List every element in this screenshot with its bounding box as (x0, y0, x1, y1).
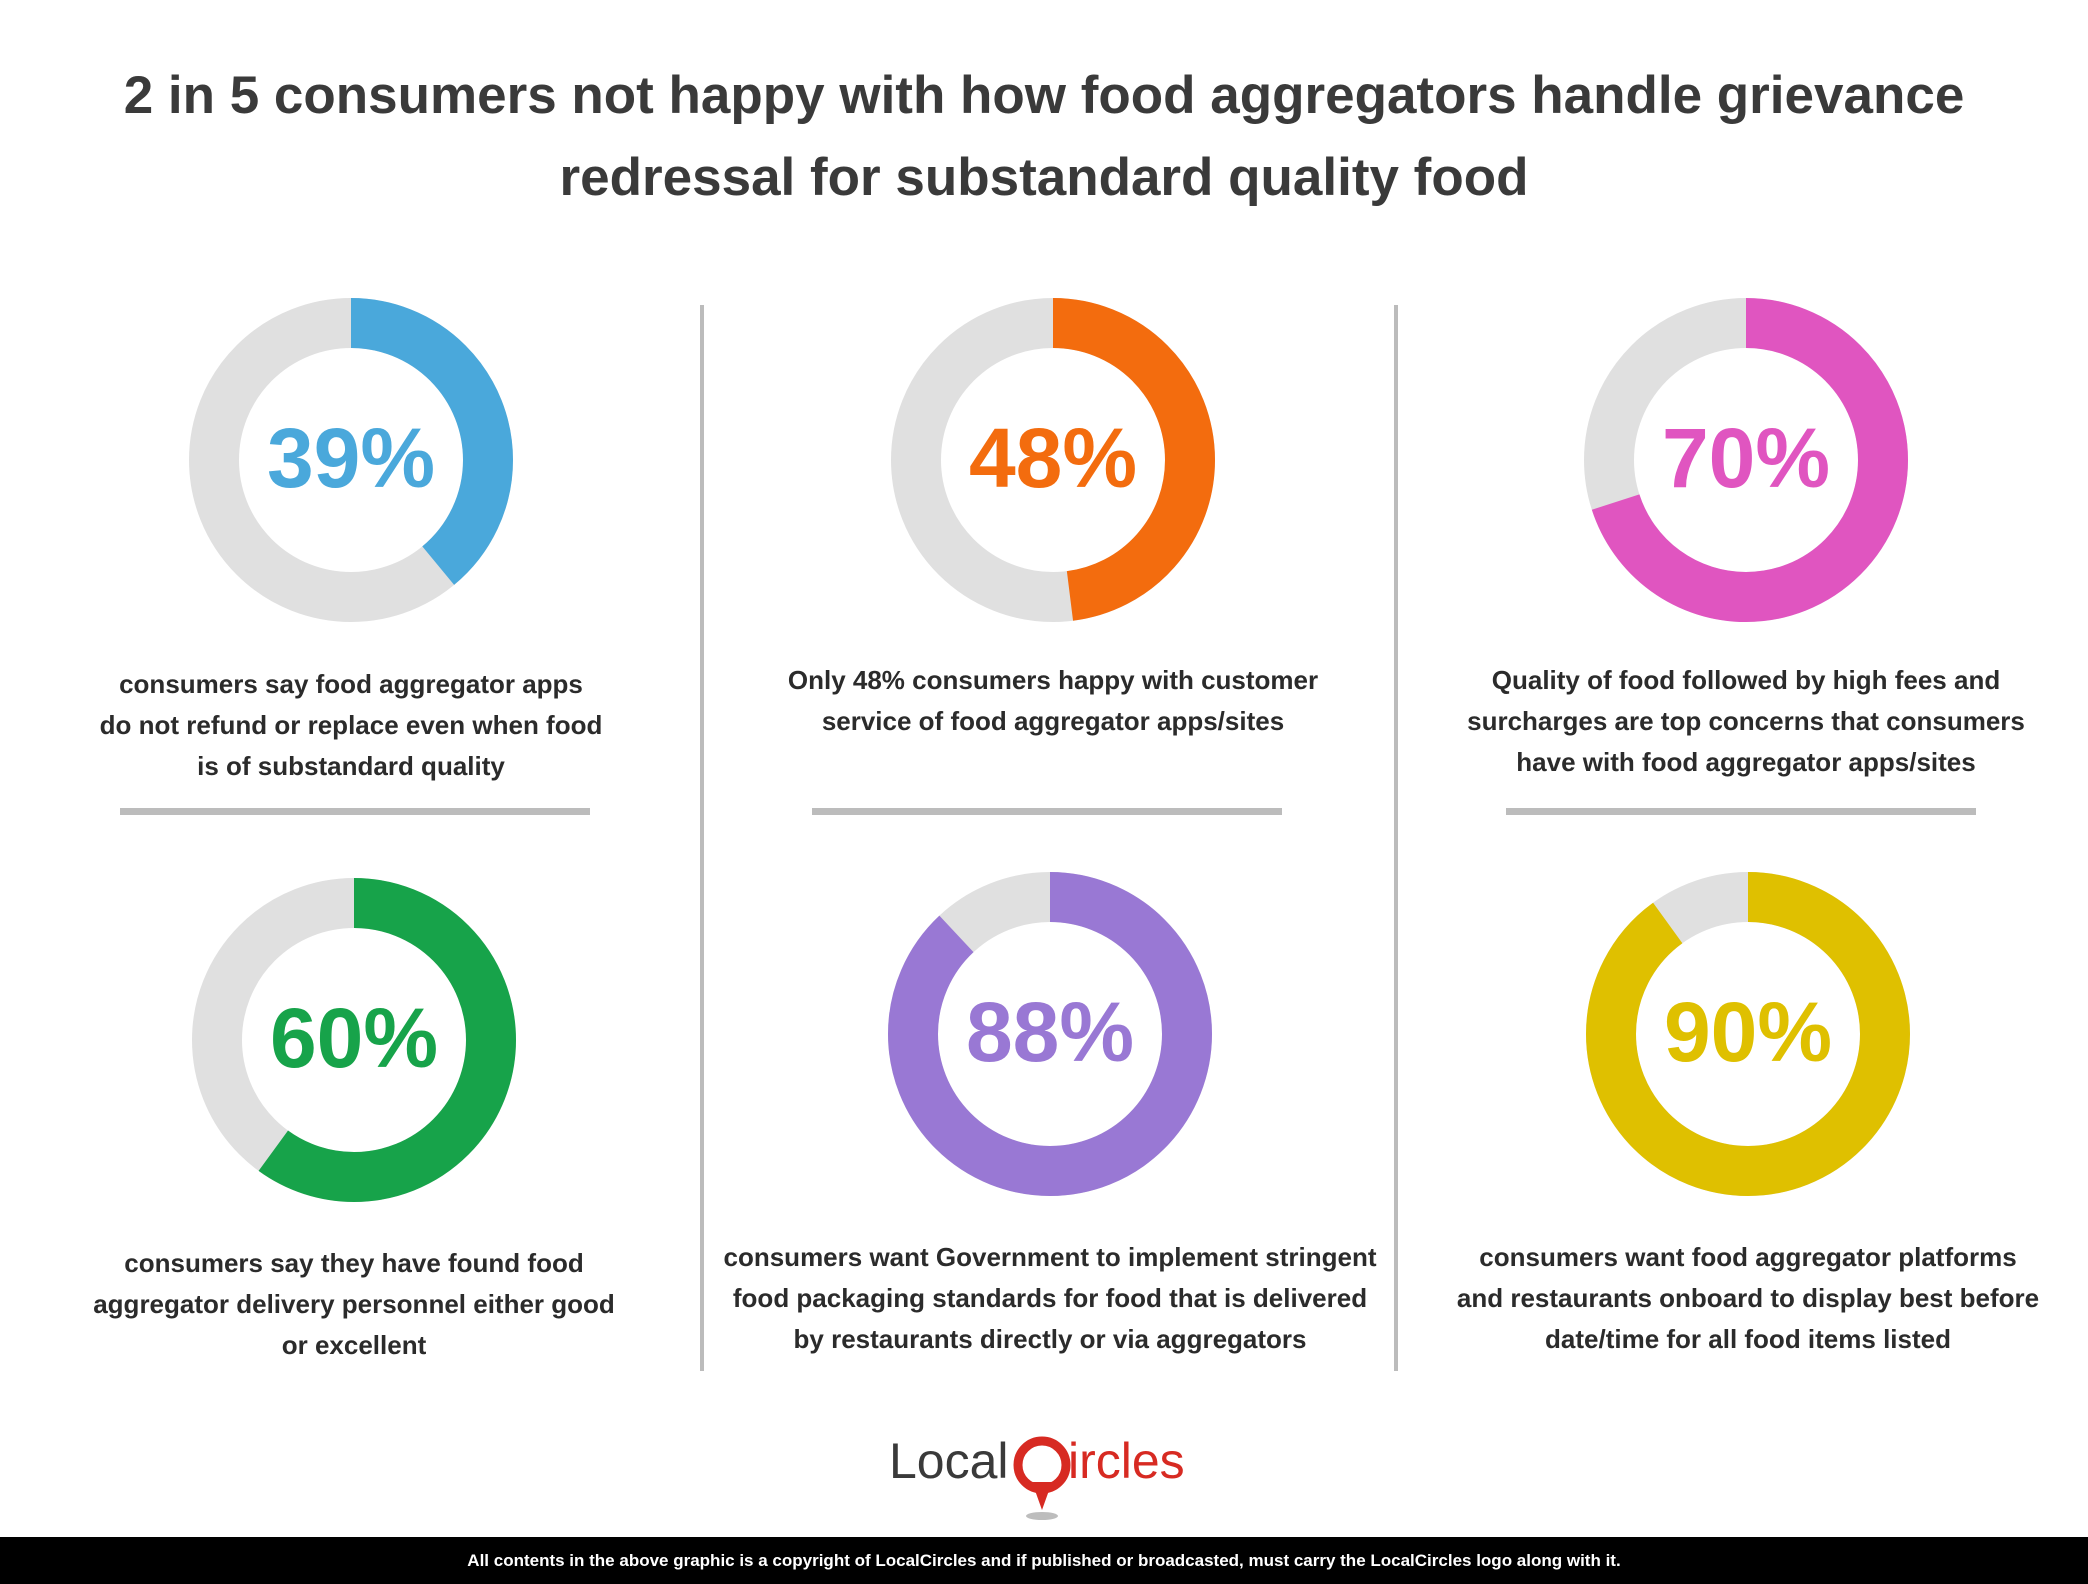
stat-description: consumers say food aggregator apps do not… (11, 664, 691, 787)
column-divider-right (1394, 305, 1398, 1371)
stat-description-line: food packaging standards for food that i… (732, 1283, 1368, 1313)
donut-percent-label: 70% (1662, 411, 1830, 505)
logo-text-circles: ircles (1068, 1433, 1185, 1489)
donut-chart-48: 48% (888, 295, 1218, 625)
donut-value-arc (888, 872, 1212, 1196)
logo-pin-icon (1013, 1436, 1071, 1520)
donut-percent-label: 39% (267, 411, 435, 505)
stat-description-line: by restaurants directly or via aggregato… (793, 1324, 1307, 1354)
row-divider-col3 (1506, 808, 1976, 815)
stat-description: Only 48% consumers happy with customer se… (713, 660, 1393, 742)
donut-value-arc (192, 878, 516, 1202)
donut-percent-label: 88% (966, 985, 1134, 1079)
donut-chart-39: 39% (186, 295, 516, 625)
stat-description: consumers want Government to implement s… (710, 1237, 1390, 1360)
row-divider-col1 (120, 808, 590, 815)
row-divider-col2 (812, 808, 1282, 815)
donut-percent-label: 60% (270, 991, 438, 1085)
stat-description-line: and restaurants onboard to display best … (1456, 1283, 2040, 1313)
stat-description-line: is of substandard quality (197, 751, 505, 781)
stat-description-line: aggregator delivery personnel either goo… (93, 1289, 615, 1319)
stat-description: Quality of food followed by high fees an… (1406, 660, 2086, 783)
stat-description-line: Only 48% consumers happy with customer (787, 665, 1319, 695)
donut-chart-70: 70% (1581, 295, 1911, 625)
title-line-1: 2 in 5 consumers not happy with how food… (123, 66, 1965, 125)
donut-value-arc (1584, 298, 1908, 622)
donut-value-arc (189, 298, 513, 622)
donut-value-arc (891, 298, 1215, 622)
donut-percent-label: 48% (969, 411, 1137, 505)
page-title: 2 in 5 consumers not happy with how food… (90, 55, 1998, 219)
stat-description: consumers say they have found food aggreg… (14, 1243, 694, 1366)
donut-percent-label: 90% (1664, 985, 1832, 1079)
localcircles-logo: Local ircles (889, 1433, 1185, 1520)
stat-description-line: consumers say food aggregator apps (119, 669, 583, 699)
stat-description: consumers want food aggregator platforms… (1408, 1237, 2088, 1360)
donut-chart-88: 88% (885, 869, 1215, 1199)
logo-text-local: Local (889, 1433, 1009, 1489)
stat-description-line: surcharges are top concerns that consume… (1467, 706, 2025, 736)
stat-description-line: have with food aggregator apps/sites (1516, 747, 1976, 777)
stat-description-line: do not refund or replace even when food (99, 710, 603, 740)
stat-description-line: consumers want Government to implement s… (723, 1242, 1377, 1272)
stat-description-line: date/time for all food items listed (1545, 1324, 1951, 1354)
copyright-footer: All contents in the above graphic is a c… (0, 1537, 2088, 1584)
stat-description-line: Quality of food followed by high fees an… (1491, 665, 2001, 695)
stat-description-line: service of food aggregator apps/sites (821, 706, 1285, 736)
column-divider-left (700, 305, 704, 1371)
stat-description-line: consumers say they have found food (124, 1248, 584, 1278)
stat-description-line: consumers want food aggregator platforms (1479, 1242, 2017, 1272)
stat-description-line: or excellent (281, 1330, 427, 1360)
title-line-2: redressal for substandard quality food (559, 148, 1529, 207)
donut-chart-60: 60% (189, 875, 519, 1205)
donut-value-arc (1586, 872, 1910, 1196)
donut-chart-90: 90% (1583, 869, 1913, 1199)
